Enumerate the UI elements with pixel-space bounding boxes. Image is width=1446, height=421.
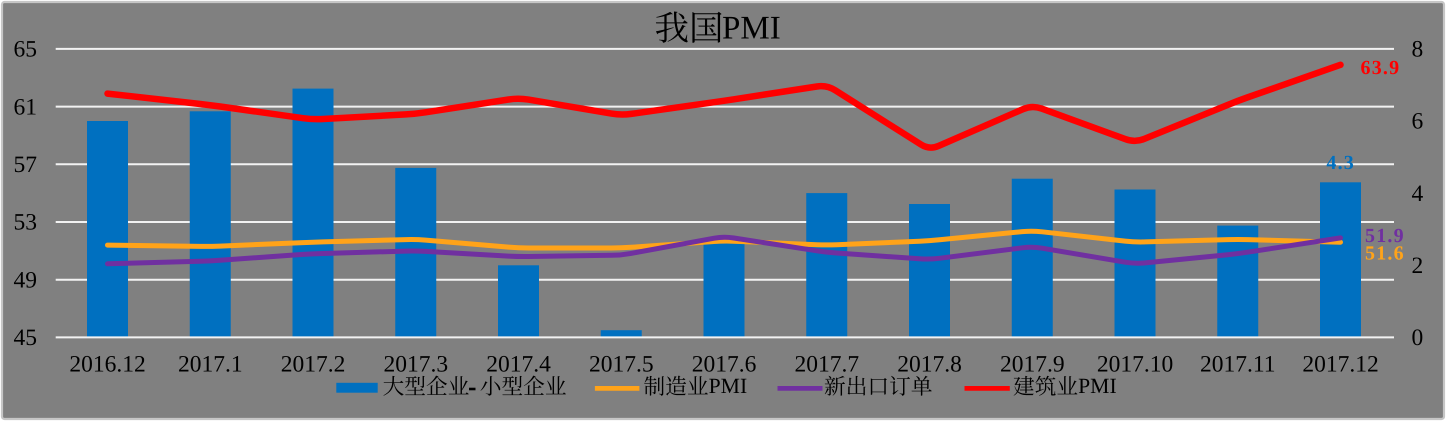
svg-text:PMI: PMI [1078, 374, 1117, 398]
svg-text:4: 4 [1412, 181, 1424, 207]
svg-text:2017.1: 2017.1 [178, 352, 243, 378]
svg-text:51.6: 51.6 [1365, 242, 1405, 264]
svg-text:6: 6 [1412, 109, 1424, 135]
svg-text:57: 57 [14, 152, 38, 178]
svg-text:0: 0 [1412, 325, 1424, 351]
svg-text:2017.11: 2017.11 [1200, 352, 1276, 378]
svg-text:PMI: PMI [722, 11, 781, 47]
svg-text:2017.10: 2017.10 [1097, 352, 1173, 378]
svg-text:2017.9: 2017.9 [1000, 352, 1065, 378]
svg-text:PMI: PMI [709, 374, 748, 398]
svg-text:2017.4: 2017.4 [486, 352, 551, 378]
svg-text:2017.7: 2017.7 [794, 352, 859, 378]
svg-text:8: 8 [1412, 37, 1424, 63]
svg-text:2017.12: 2017.12 [1302, 352, 1378, 378]
svg-text:2017.6: 2017.6 [692, 352, 757, 378]
svg-text:2017.5: 2017.5 [589, 352, 654, 378]
svg-text:49: 49 [14, 267, 38, 293]
svg-text:65: 65 [14, 37, 38, 63]
svg-text:45: 45 [14, 325, 38, 351]
svg-text:2017.8: 2017.8 [897, 352, 962, 378]
svg-text:2017.3: 2017.3 [383, 352, 448, 378]
svg-text:61: 61 [14, 94, 38, 120]
svg-text:2016.12: 2016.12 [69, 352, 145, 378]
svg-text:2: 2 [1412, 253, 1424, 279]
svg-text:4.3: 4.3 [1326, 152, 1355, 174]
svg-text:63.9: 63.9 [1361, 57, 1401, 79]
svg-text:2017.2: 2017.2 [281, 352, 346, 378]
svg-text:51.9: 51.9 [1365, 225, 1405, 247]
svg-text:53: 53 [14, 210, 38, 236]
